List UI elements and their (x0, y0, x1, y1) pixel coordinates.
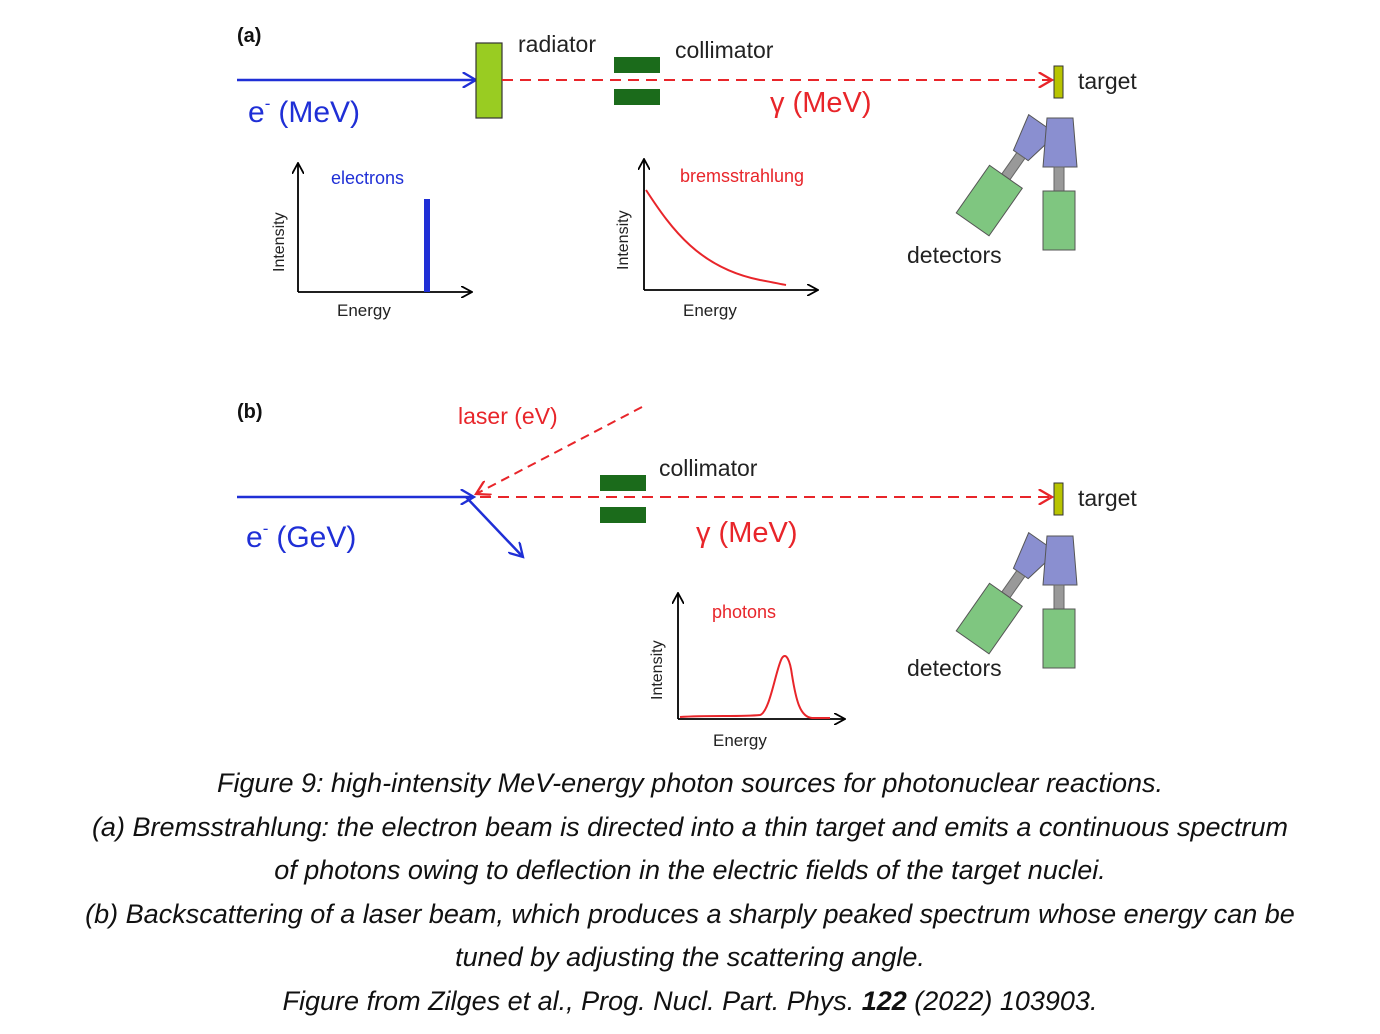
target-a (1053, 65, 1064, 99)
plot-photons-xlabel: Energy (713, 731, 767, 750)
radiator-block (475, 42, 503, 119)
caption-line-6: Figure from Zilges et al., Prog. Nucl. P… (0, 980, 1380, 1024)
plot-electrons-xlabel: Energy (337, 301, 391, 320)
electron-beam-a-label: e- (MeV) (248, 94, 360, 129)
electron-energy-line (424, 199, 430, 292)
caption-citation: Figure from Zilges et al., Prog. Nucl. P… (282, 985, 862, 1016)
scattered-electron (465, 496, 523, 557)
figure-diagram: (a) e- (MeV) radiator collimator γ (MeV) … (237, 25, 1137, 750)
plot-electrons-title: electrons (331, 168, 404, 188)
laser-beam (476, 406, 643, 494)
plot-electrons: electrons Energy Intensity (271, 163, 472, 320)
caption-line-2: (a) Bremsstrahlung: the electron beam is… (91, 811, 1289, 842)
caption-line-3: of photons owing to deflection in the el… (274, 855, 1106, 886)
panel-b: (b) laser (eV) e- (GeV) collimator γ (MeV… (237, 401, 1137, 750)
bremsstrahlung-curve (645, 189, 787, 286)
plot-bremsstrahlung: bremsstrahlung Energy Intensity (615, 159, 818, 320)
collimator-b-bottom (600, 507, 646, 523)
laser-label: laser (eV) (458, 403, 558, 429)
gamma-a-label: γ (MeV) (770, 87, 872, 119)
collimator-a-label: collimator (675, 37, 774, 63)
collimator-a-bottom (614, 89, 660, 105)
detectors-a-label: detectors (907, 242, 1002, 268)
gamma-b-label: γ (MeV) (696, 517, 798, 549)
collimator-b-label: collimator (659, 455, 758, 481)
panel-a: (a) e- (MeV) radiator collimator γ (MeV) … (237, 25, 1137, 320)
caption-line-4: (b) Backscattering of a laser beam, whic… (85, 898, 1295, 929)
target-b-label: target (1078, 485, 1137, 511)
caption-line-1: Figure 9: high-intensity MeV-energy phot… (216, 768, 1163, 798)
caption-line-5: tuned by adjusting the scattering angle. (455, 942, 925, 973)
panel-b-tag: (b) (237, 401, 263, 423)
target-b (1053, 482, 1064, 516)
plot-electrons-ylabel: Intensity (271, 212, 288, 272)
detectors-b: detectors (907, 531, 1078, 681)
plot-brems-ylabel: Intensity (615, 210, 632, 270)
figure-caption: Figure 9: high-intensity MeV-energy phot… (0, 762, 1380, 1024)
electron-beam-b-label: e- (GeV) (246, 519, 356, 554)
detectors-b-label: detectors (907, 655, 1002, 681)
plot-brems-xlabel: Energy (683, 301, 737, 320)
collimator-b-top (600, 475, 646, 491)
caption-citation-end: (2022) 103903. (906, 985, 1098, 1016)
plot-brems-title: bremsstrahlung (680, 166, 804, 186)
panel-a-tag: (a) (237, 25, 261, 47)
plot-photons-title: photons (712, 602, 776, 622)
plot-photons: photons Energy Intensity (649, 593, 845, 750)
target-a-label: target (1078, 68, 1137, 94)
collimator-a-top (614, 57, 660, 73)
radiator-label: radiator (518, 31, 596, 57)
plot-photons-ylabel: Intensity (649, 640, 666, 700)
caption-volume: 122 (861, 985, 907, 1016)
detectors-a: detectors (907, 113, 1078, 268)
photon-peak-curve (679, 655, 830, 719)
